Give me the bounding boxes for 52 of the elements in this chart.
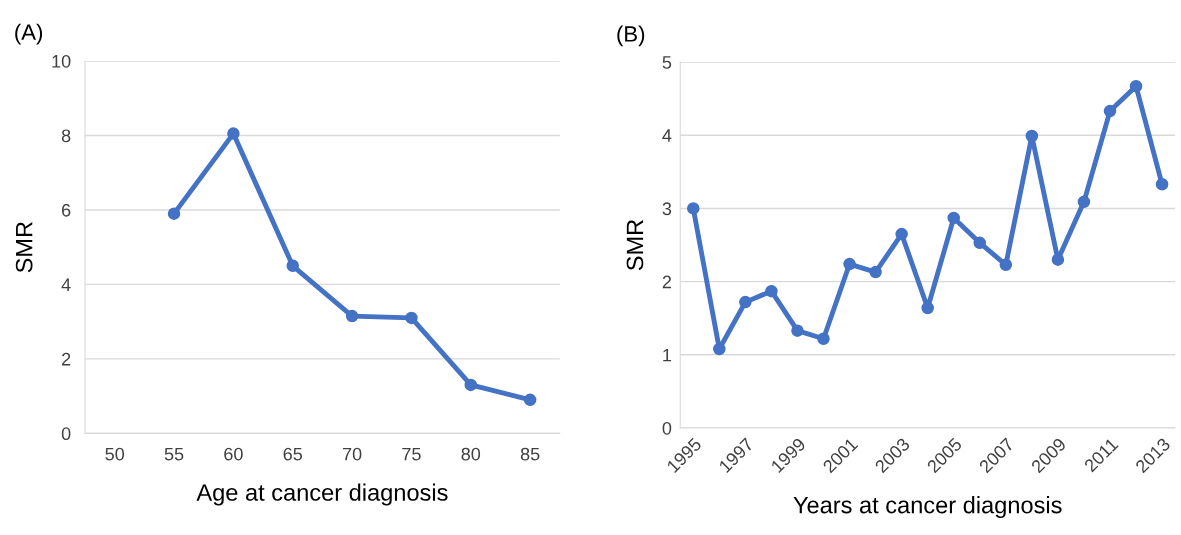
point: [345, 309, 359, 323]
x-tick-label: 85: [520, 447, 540, 461]
chart-title: (B): [617, 25, 645, 47]
y-tick-label: 4: [662, 129, 672, 142]
point: [1129, 79, 1143, 93]
x-tick-label: 70: [342, 447, 362, 461]
point: [869, 265, 882, 279]
point: [286, 259, 299, 273]
point: [1077, 195, 1091, 209]
point: [999, 258, 1013, 272]
point: [1025, 129, 1039, 143]
point: [167, 207, 181, 220]
x-tick-label: 55: [164, 447, 184, 461]
x-axis-title: Age at cancer diagnosis: [196, 483, 448, 506]
point: [921, 301, 934, 315]
y-axis-title: SMR: [15, 222, 33, 273]
point: [687, 202, 700, 215]
y-tick-label: 8: [61, 129, 71, 143]
point: [227, 127, 240, 140]
point: [713, 342, 726, 356]
y-tick-label: 2: [662, 275, 672, 289]
point: [1051, 253, 1065, 266]
point: [895, 227, 908, 241]
x-tick-label: 80: [461, 447, 481, 461]
y-tick-label: 3: [662, 202, 672, 216]
point: [405, 311, 418, 325]
point: [739, 295, 752, 309]
y-tick-label: 10: [52, 54, 71, 68]
point: [817, 332, 830, 345]
point: [523, 393, 537, 407]
x-axis-title: Years at cancer diagnosis: [793, 496, 1062, 519]
point: [947, 211, 960, 225]
y-tick-label: 0: [662, 421, 672, 435]
y-tick-label: 1: [663, 348, 672, 362]
y-tick-label: 0: [61, 427, 71, 441]
point: [791, 324, 804, 337]
y-tick-label: 5: [662, 56, 672, 69]
y-tick-label: 2: [62, 352, 71, 366]
x-tick-label: 75: [402, 447, 421, 461]
x-tick-label: 65: [283, 447, 303, 461]
point: [765, 284, 778, 298]
y-tick-label: 6: [62, 203, 71, 217]
chart-title: (A): [15, 23, 43, 45]
x-tick-label: 50: [105, 447, 125, 461]
point: [1155, 178, 1169, 191]
point: [973, 236, 987, 250]
point: [1103, 104, 1117, 118]
point: [464, 378, 478, 392]
x-tick-label: 60: [224, 447, 243, 461]
point: [843, 257, 856, 271]
y-axis-title: SMR: [626, 219, 644, 271]
y-tick-label: 4: [61, 278, 71, 291]
